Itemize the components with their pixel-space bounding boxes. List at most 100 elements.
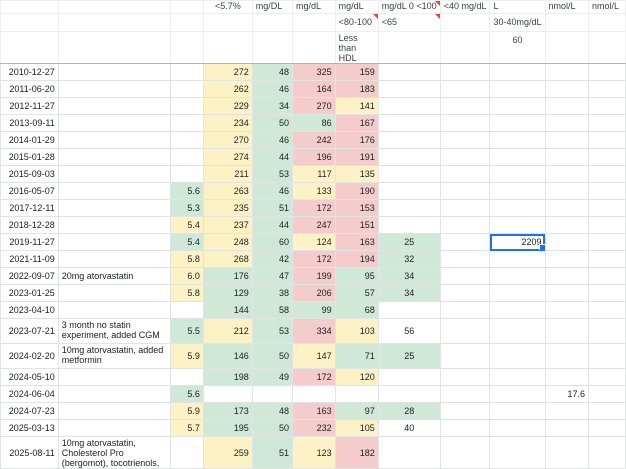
cell-total-chol[interactable]: 173: [202, 402, 253, 420]
cell-col-h[interactable]: 40: [377, 419, 441, 437]
cell-a1c[interactable]: [169, 63, 204, 81]
cell-ldl[interactable]: 95: [334, 267, 379, 285]
cell-total-chol[interactable]: 248: [202, 233, 253, 251]
cell-col-j[interactable]: [489, 182, 546, 200]
cell-note[interactable]: [57, 216, 171, 234]
header-cell[interactable]: nmol/L: [544, 0, 589, 14]
cell-col-h[interactable]: [377, 131, 441, 149]
cell-hdl[interactable]: 38: [251, 284, 294, 302]
cell-col-i[interactable]: [439, 233, 491, 251]
cell-note[interactable]: [57, 233, 171, 251]
cell-col-j[interactable]: [489, 63, 546, 81]
cell-total-chol[interactable]: 263: [202, 182, 253, 200]
cell-ldl[interactable]: 151: [334, 216, 379, 234]
cell-col-l[interactable]: [587, 182, 626, 200]
cell-col-k[interactable]: [544, 343, 589, 369]
cell-col-k[interactable]: [544, 402, 589, 420]
cell-col-h[interactable]: [377, 148, 441, 166]
header-cell[interactable]: [292, 13, 336, 32]
cell-ldl[interactable]: 153: [334, 199, 379, 217]
cell-date[interactable]: 2016-05-07: [0, 182, 59, 200]
cell-ldl[interactable]: 141: [334, 97, 379, 115]
cell-col-k[interactable]: [544, 63, 589, 81]
cell-hdl[interactable]: 53: [251, 318, 294, 344]
cell-date[interactable]: 2017-12-11: [0, 199, 59, 217]
cell-col-h[interactable]: [377, 301, 441, 319]
cell-col-l[interactable]: [587, 301, 626, 319]
cell-col-j[interactable]: [489, 250, 546, 268]
cell-col-i[interactable]: [439, 216, 491, 234]
cell-ldl[interactable]: 190: [334, 182, 379, 200]
cell-triglycerides[interactable]: 199: [292, 267, 336, 285]
cell-a1c[interactable]: 5.4: [169, 216, 204, 234]
cell-total-chol[interactable]: 146: [202, 343, 253, 369]
cell-total-chol[interactable]: 229: [202, 97, 253, 115]
cell-ldl[interactable]: 103: [334, 318, 379, 344]
cell-total-chol[interactable]: 211: [202, 165, 253, 183]
cell-col-h[interactable]: 34: [377, 267, 441, 285]
cell-date[interactable]: 2024-05-10: [0, 368, 59, 386]
cell-a1c[interactable]: [169, 97, 204, 115]
cell-col-l[interactable]: [587, 97, 626, 115]
cell-col-l[interactable]: [587, 165, 626, 183]
header-cell[interactable]: <40 mg/dL: [439, 0, 491, 14]
cell-date[interactable]: 2015-01-28: [0, 148, 59, 166]
cell-total-chol[interactable]: 235: [202, 199, 253, 217]
cell-total-chol[interactable]: 272: [202, 63, 253, 81]
cell-hdl[interactable]: 46: [251, 182, 294, 200]
cell-col-k[interactable]: [544, 301, 589, 319]
cell-col-l[interactable]: [587, 318, 626, 344]
cell-ldl[interactable]: 105: [334, 419, 379, 437]
header-cell[interactable]: mg/dL: [334, 0, 379, 14]
cell-col-l[interactable]: [587, 419, 626, 437]
cell-date[interactable]: 2010-12-27: [0, 63, 59, 81]
cell-col-k[interactable]: [544, 131, 589, 149]
cell-col-h[interactable]: 34: [377, 284, 441, 302]
header-cell[interactable]: [57, 0, 171, 14]
cell-ldl[interactable]: 183: [334, 80, 379, 98]
cell-hdl[interactable]: 47: [251, 267, 294, 285]
cell-ldl[interactable]: 68: [334, 301, 379, 319]
cell-date[interactable]: 2024-07-23: [0, 402, 59, 420]
cell-note[interactable]: [57, 148, 171, 166]
cell-a1c[interactable]: 5.3: [169, 199, 204, 217]
comment-marker-icon[interactable]: [434, 14, 440, 19]
cell-a1c[interactable]: [169, 80, 204, 98]
header-cell[interactable]: [202, 31, 253, 64]
cell-col-h[interactable]: [377, 97, 441, 115]
cell-col-h[interactable]: [377, 80, 441, 98]
cell-col-l[interactable]: [587, 148, 626, 166]
cell-ldl[interactable]: 159: [334, 63, 379, 81]
cell-total-chol[interactable]: 212: [202, 318, 253, 344]
cell-hdl[interactable]: 53: [251, 165, 294, 183]
header-cell[interactable]: [439, 13, 491, 32]
cell-col-i[interactable]: [439, 131, 491, 149]
header-cell[interactable]: [544, 13, 589, 32]
cell-col-h[interactable]: [377, 385, 441, 403]
header-cell[interactable]: [0, 0, 59, 14]
header-cell[interactable]: [251, 31, 294, 64]
cell-col-k[interactable]: [544, 368, 589, 386]
cell-col-j[interactable]: [489, 165, 546, 183]
cell-note[interactable]: [57, 385, 171, 403]
cell-hdl[interactable]: 44: [251, 148, 294, 166]
cell-col-h[interactable]: 32: [377, 250, 441, 268]
cell-col-j[interactable]: [489, 131, 546, 149]
header-cell[interactable]: [0, 13, 59, 32]
cell-col-h[interactable]: [377, 114, 441, 132]
cell-total-chol[interactable]: 198: [202, 368, 253, 386]
cell-date[interactable]: 2024-02-20: [0, 343, 59, 369]
cell-col-k[interactable]: [544, 233, 589, 251]
cell-total-chol[interactable]: 262: [202, 80, 253, 98]
cell-col-k[interactable]: [544, 216, 589, 234]
header-cell[interactable]: Less than HDL: [334, 31, 379, 64]
cell-triglycerides[interactable]: 172: [292, 199, 336, 217]
cell-note[interactable]: 10mg atorvastatin, added metformin: [57, 343, 171, 369]
cell-col-h[interactable]: 56: [377, 318, 441, 344]
header-cell[interactable]: [202, 13, 253, 32]
cell-total-chol[interactable]: 270: [202, 131, 253, 149]
cell-col-l[interactable]: [587, 284, 626, 302]
cell-col-i[interactable]: [439, 267, 491, 285]
cell-date[interactable]: 2023-07-21: [0, 318, 59, 344]
cell-triglycerides[interactable]: 232: [292, 419, 336, 437]
